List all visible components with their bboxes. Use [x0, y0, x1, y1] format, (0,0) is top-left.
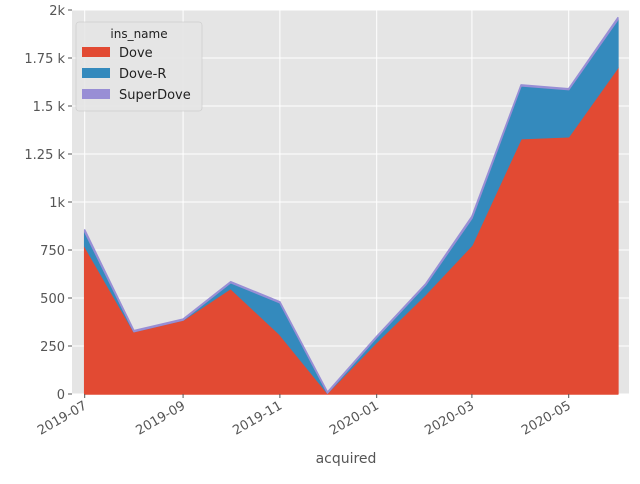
x-tick-label: 2019-11 [230, 398, 285, 438]
y-tick-label: 1k [49, 196, 65, 211]
area-superdove [83, 16, 619, 394]
y-tick-label: 1.5 k [33, 100, 66, 115]
legend-label-dove-r: Dove-R [119, 67, 166, 82]
y-tick-label: 2k [49, 4, 65, 19]
legend-swatch-superdove [82, 89, 110, 99]
x-tick-label: 2020-03 [422, 398, 477, 438]
y-tick-label: 1.75 k [24, 52, 65, 67]
y-tick-label: 1.25 k [24, 148, 65, 163]
area-layer [83, 16, 619, 395]
legend-label-superdove: SuperDove [119, 88, 191, 103]
x-axis: 2019-07 2019-09 2019-11 2020-01 2020-03 2020-… [35, 394, 574, 439]
x-tick-label: 2019-07 [35, 398, 90, 438]
legend-label-dove: Dove [119, 46, 153, 61]
y-tick-label: 250 [40, 340, 65, 355]
y-tick-label: 750 [40, 244, 65, 259]
x-tick-label: 2019-09 [134, 398, 189, 438]
legend-box [75, 21, 203, 112]
x-tick-label: 2020-05 [519, 398, 574, 438]
x-axis-label: acquired [316, 451, 377, 467]
legend-title: ins_name [110, 27, 167, 41]
legend-swatch-dove-r [82, 68, 110, 78]
y-tick-label: 0 [57, 388, 65, 403]
y-tick-label: 500 [40, 292, 65, 307]
legend-items: Dove Dove-R SuperDove [82, 46, 191, 103]
x-tick-label: 2020-01 [327, 398, 382, 438]
y-axis: 0 250 500 750 1k 1.25 k 1.5 k 1.75 k 2k [24, 4, 72, 403]
legend-swatch-dove [82, 47, 110, 57]
legend: ins_name Dove Dove-R SuperDove [75, 21, 203, 112]
